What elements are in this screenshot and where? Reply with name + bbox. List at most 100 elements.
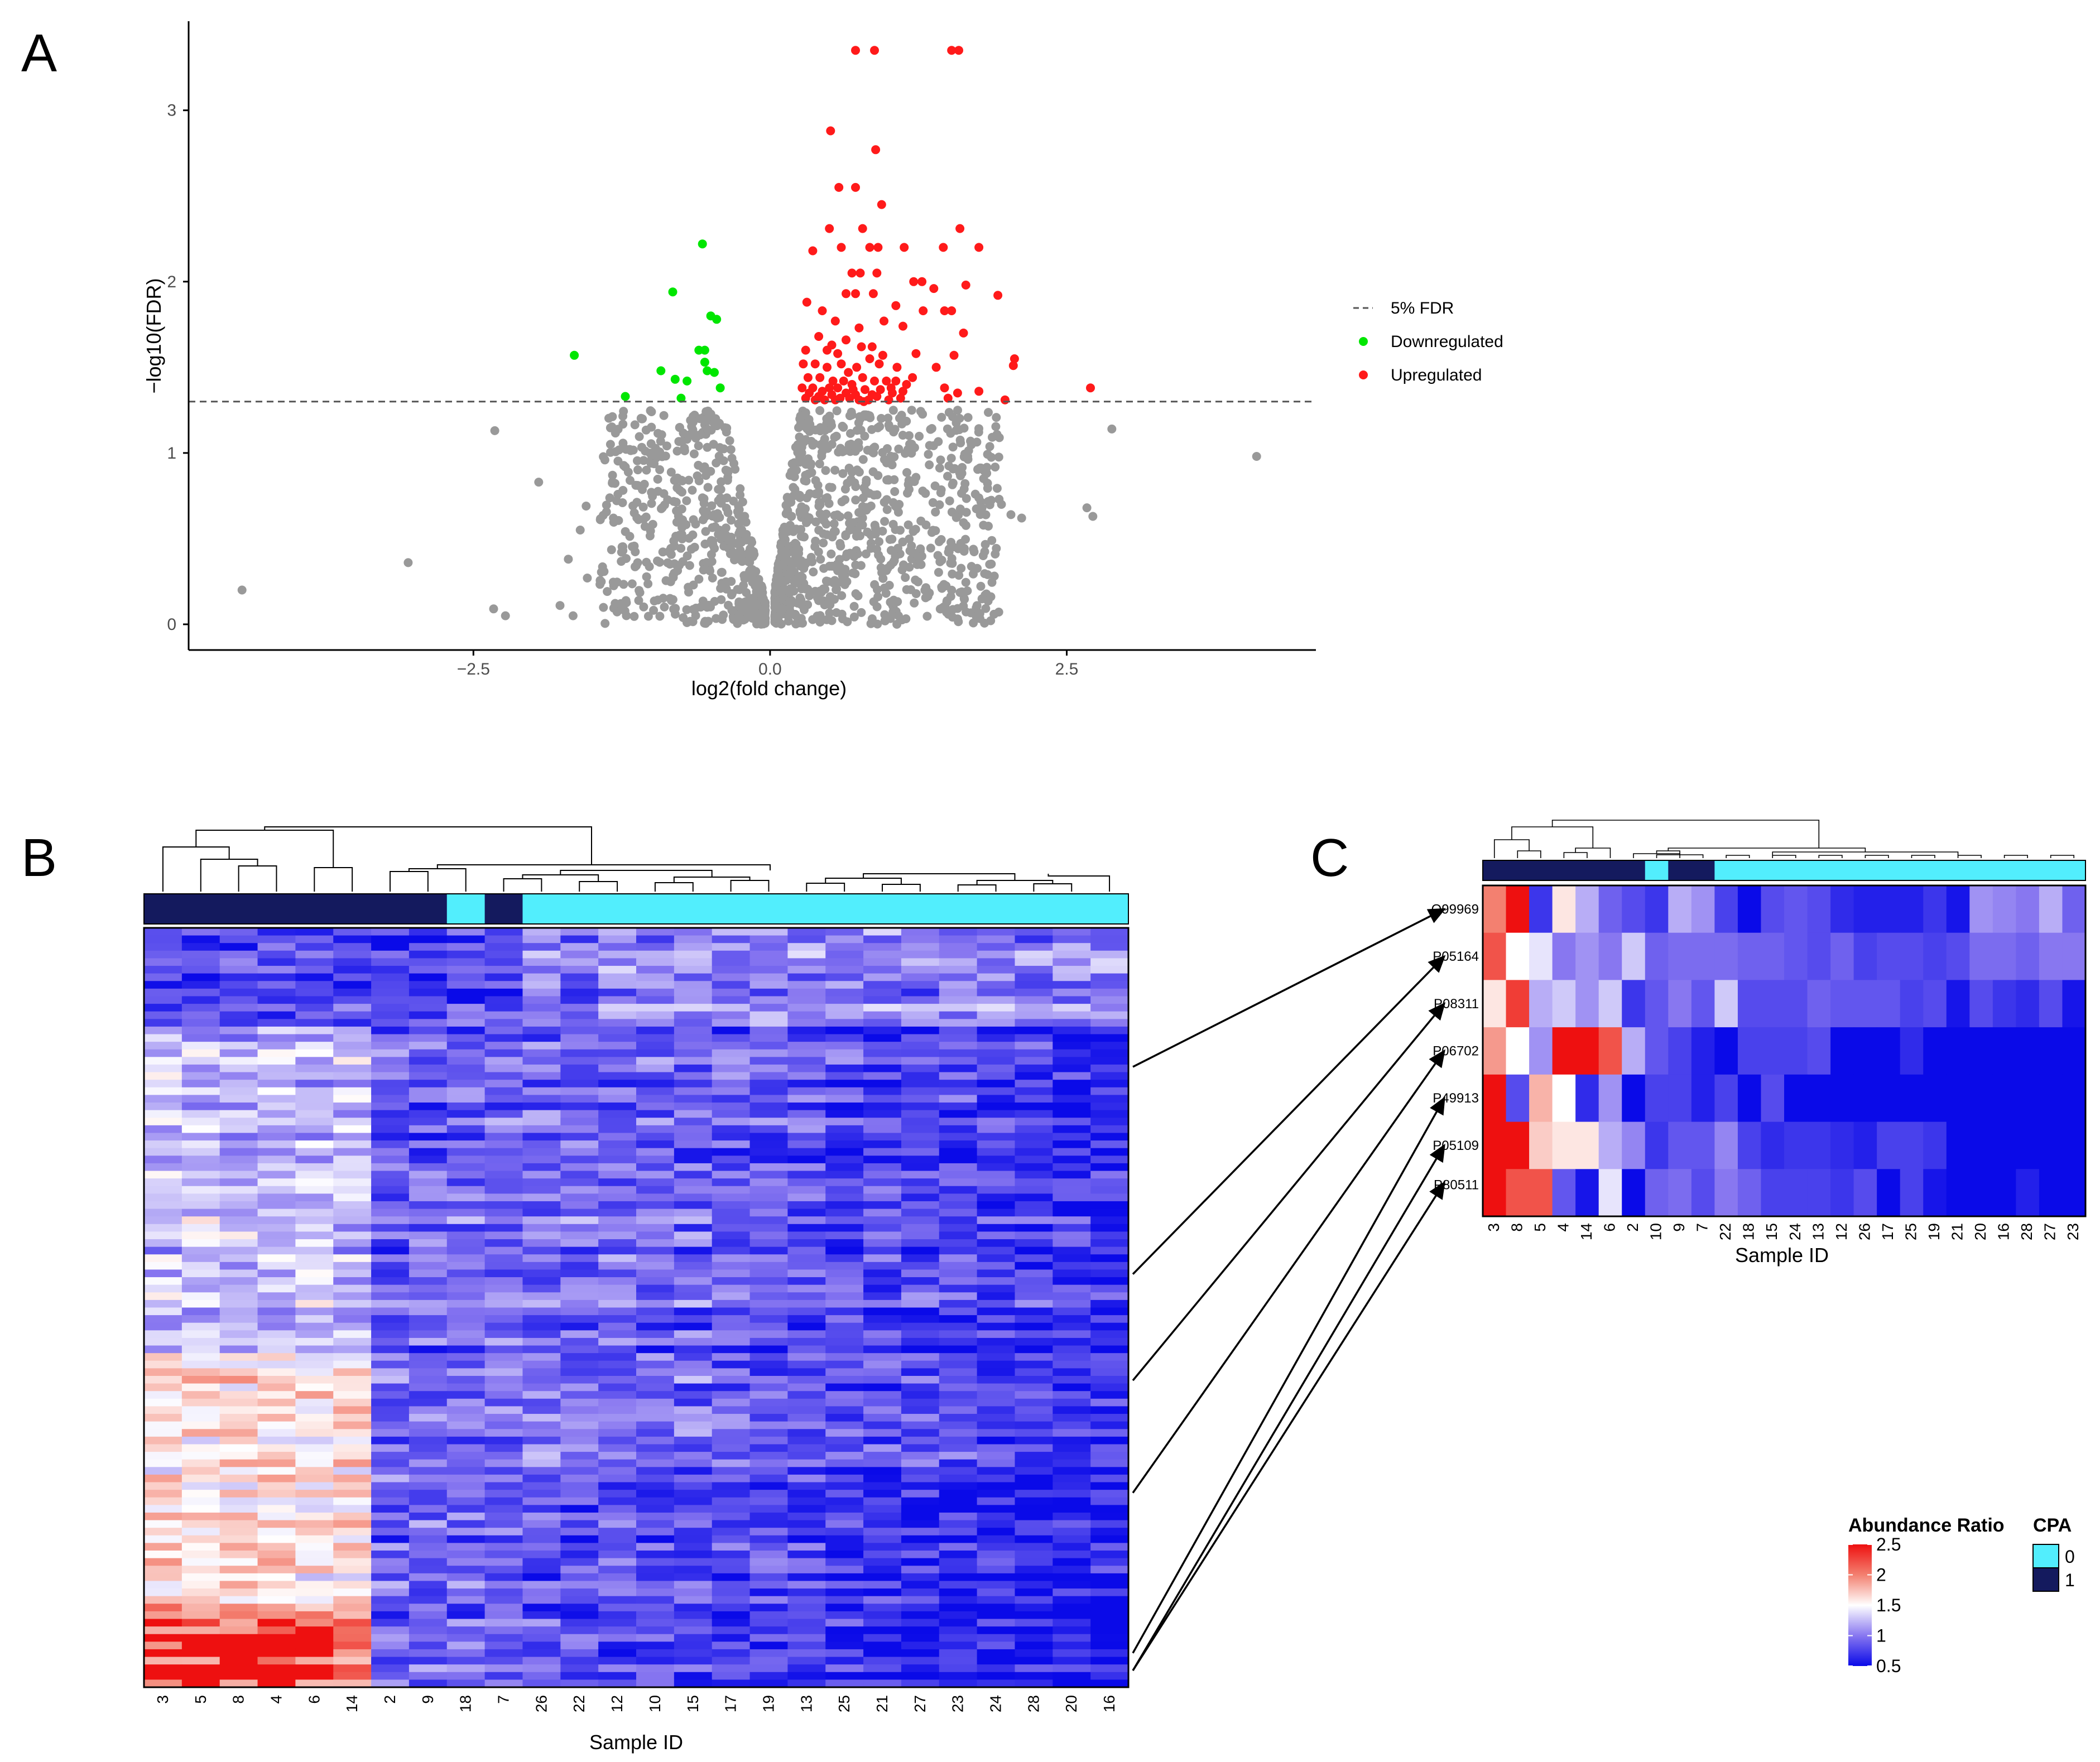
heatmap-b-cell — [901, 1391, 940, 1399]
volcano-point-up — [854, 323, 864, 333]
heatmap-b-cell — [636, 1497, 675, 1505]
heatmap-b-cell — [977, 1125, 1016, 1134]
heatmap-b-cell — [901, 1118, 940, 1126]
heatmap-b-cell — [484, 1087, 523, 1096]
heatmap-b-cell — [598, 966, 637, 974]
heatmap-b-cell — [939, 1490, 978, 1498]
heatmap-b-cell — [977, 1049, 1016, 1057]
heatmap-b-cell — [560, 1664, 599, 1673]
volcano-point-ns — [736, 526, 745, 536]
heatmap-b-cell — [636, 1095, 675, 1103]
volcano-point-ns — [649, 605, 659, 615]
volcano-point-ns — [992, 430, 1002, 439]
heatmap-b-cell — [977, 1140, 1016, 1149]
volcano-point-ns — [955, 413, 964, 423]
heatmap-b-cell — [181, 1064, 220, 1073]
heatmap-b-cell — [939, 1679, 978, 1688]
volcano-point-ns — [731, 465, 740, 474]
heatmap-b-cell — [181, 1322, 220, 1331]
volcano-point-ns — [804, 421, 814, 430]
heatmap-b-cell — [901, 1398, 940, 1407]
heatmap-b-cell — [636, 1482, 675, 1490]
heatmap-c-cell — [1923, 980, 1947, 1028]
heatmap-b-cell — [371, 966, 410, 974]
heatmap-b-cell — [257, 1566, 296, 1574]
heatmap-c-cell — [1877, 1121, 1901, 1169]
heatmap-b-cell — [295, 1383, 334, 1392]
heatmap-b-cell — [901, 973, 940, 981]
volcano-point-ns — [989, 609, 999, 619]
volcano-point-up — [953, 388, 962, 398]
heatmap-b-cell — [219, 1649, 258, 1658]
heatmap-b-cell — [1090, 1201, 1129, 1210]
heatmap-c-col-label: 20 — [1972, 1223, 1989, 1240]
heatmap-b-cell — [863, 1315, 902, 1323]
heatmap-b-cell — [749, 1292, 788, 1301]
heatmap-b-cell — [522, 1034, 561, 1042]
volcano-point-up — [880, 316, 888, 326]
volcano-point-ns — [783, 556, 792, 565]
heatmap-c-cpa-cell — [1506, 860, 1530, 880]
heatmap-b-cell — [484, 1193, 523, 1202]
heatmap-c-col-label: 7 — [1694, 1223, 1711, 1232]
heatmap-b-cell — [144, 1429, 182, 1437]
heatmap-b-cell — [181, 1133, 220, 1141]
heatmap-b-cpa-cell — [787, 894, 826, 924]
heatmap-b-cell — [295, 1406, 334, 1414]
heatmap-c-col-label: 14 — [1578, 1223, 1595, 1240]
heatmap-b-cell — [939, 1444, 978, 1452]
heatmap-b-cell — [371, 1171, 410, 1179]
volcano-point-ns — [969, 547, 979, 556]
heatmap-b-cell — [522, 1482, 561, 1490]
heatmap-b-cell — [977, 1087, 1016, 1096]
heatmap-b-cell — [863, 1186, 902, 1194]
heatmap-b-cell — [295, 935, 334, 943]
heatmap-b-cell — [409, 1034, 448, 1042]
heatmap-b-cell — [484, 1573, 523, 1582]
volcano-point-ns — [877, 413, 886, 423]
heatmap-b-cell — [446, 1520, 486, 1528]
volcano-point-ns — [734, 519, 743, 528]
volcano-point-up — [947, 306, 957, 315]
heatmap-b-cell — [144, 1406, 182, 1414]
heatmap-b-col-label: 7 — [495, 1695, 512, 1704]
heatmap-b-cell — [901, 1436, 940, 1445]
heatmap-c-cell — [2039, 885, 2063, 933]
heatmap-b-cell — [1053, 1156, 1091, 1164]
volcano-point-ns — [787, 512, 796, 521]
heatmap-b-cell — [295, 1080, 334, 1088]
heatmap-b-cell — [1090, 1049, 1129, 1057]
heatmap-b-cell — [333, 1337, 372, 1346]
heatmap-b-cell — [371, 1528, 410, 1536]
heatmap-b-cell — [977, 1649, 1016, 1658]
heatmap-b-cell — [371, 1209, 410, 1217]
volcano-point-ns — [848, 518, 858, 527]
heatmap-b-cell — [1015, 1588, 1053, 1597]
heatmap-b-cell — [295, 1345, 334, 1354]
heatmap-c-cell — [1598, 932, 1622, 981]
heatmap-c-cell — [1529, 980, 1553, 1028]
heatmap-b-cell — [484, 1345, 523, 1354]
heatmap-b-cell — [825, 1551, 864, 1559]
heatmap-b-cell — [712, 1581, 751, 1589]
volcano-point-ns — [677, 523, 687, 532]
heatmap-c-cpa-cell — [1668, 860, 1692, 880]
volcano-point-ns — [688, 485, 697, 495]
heatmap-b-cell — [712, 1080, 751, 1088]
heatmap-b-cell — [636, 1103, 675, 1111]
volcano-point-up — [858, 224, 867, 233]
heatmap-b-cell — [1090, 1011, 1129, 1019]
heatmap-b-cell — [144, 1004, 182, 1012]
volcano-point-ns — [642, 572, 651, 581]
heatmap-b-cell — [522, 1528, 561, 1536]
heatmap-c-cpa-cell — [1923, 860, 1947, 880]
heatmap-b-cell — [939, 1262, 978, 1270]
heatmap-b-cell — [825, 1558, 864, 1566]
heatmap-b-cell — [257, 1634, 296, 1642]
heatmap-b-cell — [1015, 1581, 1053, 1589]
heatmap-b-cell — [863, 1330, 902, 1339]
heatmap-b-cell — [409, 1156, 448, 1164]
heatmap-b-cell — [446, 1421, 486, 1429]
heatmap-b-cell — [522, 1368, 561, 1376]
